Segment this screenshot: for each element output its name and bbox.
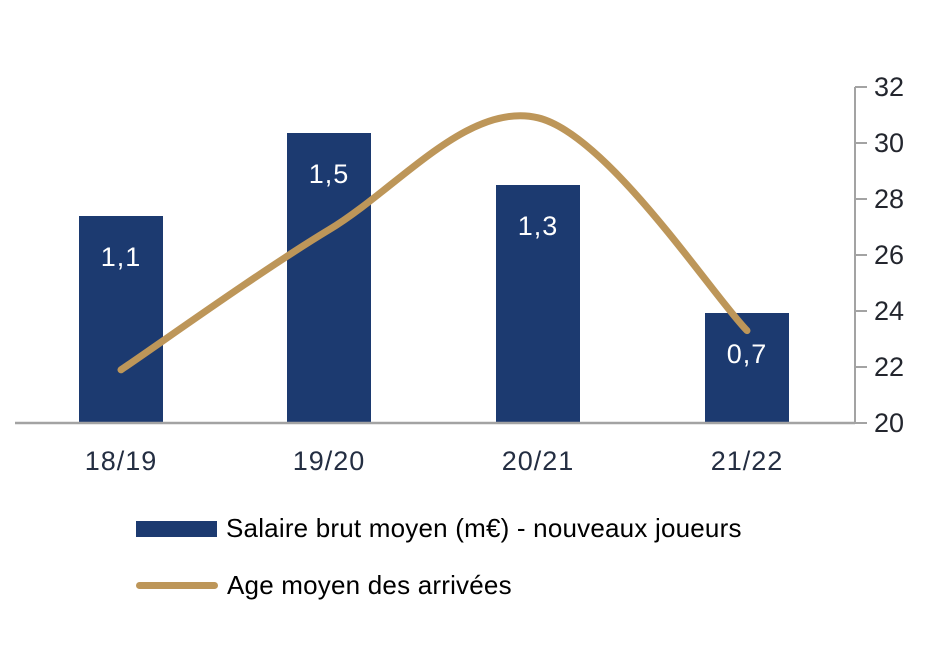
right-axis-tick-label: 28	[874, 184, 904, 214]
right-axis-tick-label: 22	[874, 352, 904, 382]
age-line	[117, 112, 751, 374]
bar	[496, 185, 580, 423]
chart-legend: Salaire brut moyen (m€) - nouveaux joueu…	[136, 513, 742, 601]
legend-label-age: Age moyen des arrivées	[227, 570, 512, 600]
bar-value-label: 1,3	[518, 211, 559, 241]
right-axis-tick-label: 20	[874, 408, 904, 438]
legend-label-salary: Salaire brut moyen (m€) - nouveaux joueu…	[226, 513, 742, 543]
right-axis-tick-label: 32	[874, 72, 904, 102]
x-axis-label: 19/20	[293, 446, 366, 476]
legend-item-salary: Salaire brut moyen (m€) - nouveaux joueu…	[136, 513, 742, 544]
bar	[79, 216, 163, 423]
bar-value-label: 1,5	[309, 159, 350, 189]
x-axis-label: 21/22	[711, 446, 784, 476]
line-swatch	[136, 582, 218, 589]
bar-swatch	[136, 520, 217, 537]
legend-item-age: Age moyen des arrivées	[136, 570, 742, 601]
bar	[287, 133, 371, 423]
x-axis-label: 18/19	[85, 446, 158, 476]
right-axis-tick-label: 26	[874, 240, 904, 270]
bar-value-label: 1,1	[101, 242, 142, 272]
right-axis-tick-label: 30	[874, 128, 904, 158]
bar-value-label: 0,7	[727, 339, 768, 369]
x-axis-label: 20/21	[502, 446, 575, 476]
right-axis-tick-label: 24	[874, 296, 904, 326]
